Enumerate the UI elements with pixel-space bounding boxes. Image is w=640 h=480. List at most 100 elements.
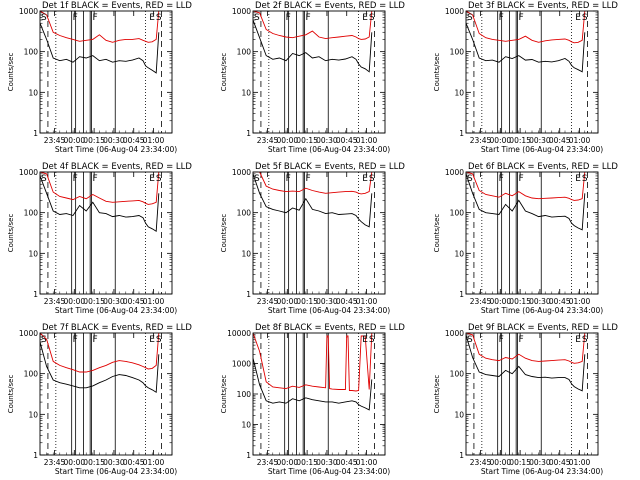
- interval-marker-label: E: [575, 174, 581, 184]
- x-tick-label: 00:00: [490, 297, 512, 306]
- x-axis-label: Start Time (06-Aug-04 23:34:00): [268, 467, 390, 476]
- interval-marker-label: S: [369, 335, 375, 345]
- x-tick-label: 23:45: [44, 136, 66, 145]
- x-tick-label: 00:00: [64, 297, 86, 306]
- y-tick-label: 1000: [445, 7, 464, 16]
- x-tick-label: 00:45: [336, 297, 358, 306]
- interval-marker-label: F: [499, 335, 504, 345]
- y-tick-label: 10: [241, 249, 251, 258]
- interval-marker-label: S: [254, 174, 260, 184]
- series-lld: [40, 11, 160, 43]
- y-tick-label: 100: [24, 209, 39, 218]
- panel-5: Det 5f BLACK = Events, RED = LLD Counts/s…: [220, 162, 405, 315]
- series-lld: [40, 172, 160, 205]
- x-tick-label: 00:15: [83, 297, 105, 306]
- series-lld: [466, 172, 586, 201]
- interval-marker-label: F: [499, 174, 504, 184]
- x-axis-label: Start Time (06-Aug-04 23:34:00): [268, 145, 390, 154]
- x-tick-label: 00:30: [529, 136, 551, 145]
- interval-marker-label: S: [156, 174, 162, 184]
- x-tick-label: 23:45: [470, 136, 492, 145]
- y-tick-label: 100: [237, 209, 252, 218]
- x-tick-label: 00:45: [549, 136, 571, 145]
- y-axis-label: Counts/sec: [433, 53, 441, 92]
- interval-marker-label: S: [582, 174, 588, 184]
- y-tick-label: 1: [33, 129, 38, 138]
- y-tick-label: 1: [33, 290, 38, 299]
- x-tick-label: 23:45: [257, 136, 279, 145]
- x-tick-label: 00:15: [509, 297, 531, 306]
- x-axis-label: Start Time (06-Aug-04 23:34:00): [268, 306, 390, 315]
- interval-marker-label: F: [518, 335, 523, 345]
- y-tick-label: 100: [450, 370, 465, 379]
- interval-marker-label: S: [467, 13, 473, 23]
- plot-frame: [252, 332, 386, 456]
- y-axis-label: Counts/sec: [7, 53, 15, 92]
- y-tick-label: 1: [459, 129, 464, 138]
- x-tick-label: 01:00: [356, 136, 378, 145]
- panel-title: Det 8f BLACK = Events, RED = LLD: [255, 323, 405, 333]
- panel-title: Det 9f BLACK = Events, RED = LLD: [468, 323, 618, 333]
- x-tick-label: 00:15: [296, 136, 318, 145]
- interval-marker-label: E: [149, 13, 155, 23]
- interval-marker-label: S: [156, 335, 162, 345]
- panel-title: Det 7f BLACK = Events, RED = LLD: [42, 323, 192, 333]
- panel-title: Det 6f BLACK = Events, RED = LLD: [468, 162, 618, 172]
- series-lld: [253, 172, 373, 195]
- y-axis-label: Counts/sec: [7, 375, 15, 414]
- y-tick-label: 10: [28, 88, 38, 97]
- x-tick-label: 00:45: [549, 297, 571, 306]
- x-axis-label: Start Time (06-Aug-04 23:34:00): [55, 306, 177, 315]
- interval-marker-label: F: [305, 13, 310, 23]
- x-tick-label: 23:45: [470, 458, 492, 467]
- x-tick-label: 00:30: [529, 458, 551, 467]
- x-tick-label: 00:45: [123, 136, 145, 145]
- interval-marker-label: F: [73, 335, 78, 345]
- x-tick-label: 01:00: [356, 458, 378, 467]
- x-axis-label: Start Time (06-Aug-04 23:34:00): [481, 145, 603, 154]
- x-tick-label: 00:30: [316, 136, 338, 145]
- x-tick-label: 23:45: [44, 458, 66, 467]
- interval-marker-label: S: [41, 174, 47, 184]
- y-axis-label: Counts/sec: [433, 214, 441, 253]
- x-tick-label: 00:15: [83, 458, 105, 467]
- y-tick-label: 100: [450, 209, 465, 218]
- x-tick-label: 00:15: [296, 458, 318, 467]
- interval-marker-label: S: [467, 174, 473, 184]
- panel-7: Det 7f BLACK = Events, RED = LLD Counts/s…: [7, 323, 192, 476]
- interval-marker-label: S: [369, 174, 375, 184]
- panel-title: Det 2f BLACK = Events, RED = LLD: [255, 1, 405, 11]
- plot-frame: [252, 171, 386, 295]
- x-tick-label: 00:30: [103, 136, 125, 145]
- y-tick-label: 10: [28, 249, 38, 258]
- interval-marker-label: S: [369, 13, 375, 23]
- x-tick-label: 00:00: [490, 458, 512, 467]
- y-tick-label: 10: [241, 88, 251, 97]
- interval-marker-label: S: [41, 335, 47, 345]
- x-tick-label: 00:45: [336, 136, 358, 145]
- x-tick-label: 00:45: [336, 458, 358, 467]
- series-events: [253, 19, 373, 73]
- x-tick-label: 00:45: [549, 458, 571, 467]
- interval-marker-label: S: [254, 13, 260, 23]
- x-tick-label: 00:00: [277, 458, 299, 467]
- interval-marker-label: F: [92, 13, 97, 23]
- y-tick-label: 1: [246, 451, 251, 460]
- panel-8: Det 8f BLACK = Events, RED = LLD Counts/s…: [220, 323, 405, 476]
- interval-marker-label: E: [149, 335, 155, 345]
- interval-marker-label: E: [362, 13, 368, 23]
- x-tick-label: 23:45: [257, 297, 279, 306]
- y-tick-label: 1000: [19, 168, 38, 177]
- y-tick-label: 100: [237, 390, 252, 399]
- plot-frame: [39, 171, 173, 295]
- series-events: [253, 173, 373, 228]
- y-tick-label: 1: [459, 290, 464, 299]
- y-axis-label: Counts/sec: [220, 214, 228, 253]
- series-events: [466, 173, 586, 231]
- x-tick-label: 00:15: [83, 136, 105, 145]
- y-tick-label: 10: [241, 421, 251, 430]
- interval-marker-label: F: [92, 335, 97, 345]
- interval-marker-label: S: [156, 13, 162, 23]
- panel-6: Det 6f BLACK = Events, RED = LLD Counts/s…: [433, 162, 618, 315]
- x-tick-label: 01:00: [356, 297, 378, 306]
